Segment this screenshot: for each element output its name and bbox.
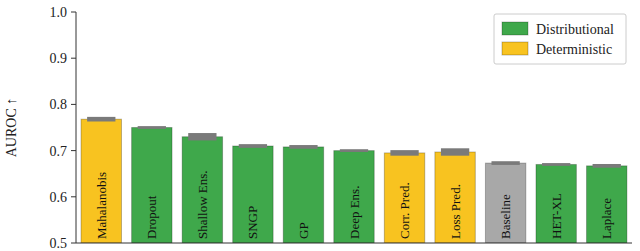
y-tick: [71, 243, 76, 244]
bars: [81, 117, 627, 243]
legend-label: Distributional: [536, 22, 614, 37]
bar: [587, 166, 627, 243]
category-label: Deep Ens.: [347, 186, 362, 239]
category-label: Shallow Ens.: [195, 170, 210, 239]
legend-box: [494, 14, 626, 64]
error-bar: [289, 145, 317, 149]
chart: AUROC ↑ 0.5 0.6 0.7 0.8 0.9 1.0 Mahalanobis Drop…: [0, 0, 640, 251]
category-label: Loss Pred.: [448, 184, 463, 239]
error-bar: [188, 133, 216, 140]
bar: [435, 152, 475, 243]
error-bar: [593, 164, 621, 168]
category-label: GP: [296, 222, 311, 239]
y-tick-label: 0.5: [50, 236, 68, 251]
bar: [384, 153, 424, 243]
bar: [233, 146, 273, 243]
y-tick: [71, 58, 76, 59]
legend-swatch: [502, 42, 528, 55]
x-axis: [76, 243, 632, 244]
error-bar: [542, 163, 570, 166]
bar: [132, 128, 172, 244]
error-bar: [87, 117, 115, 122]
y-tick: [71, 196, 76, 197]
category-label: Baseline: [498, 194, 513, 239]
bar: [81, 119, 121, 243]
category-label: Corr. Pred.: [397, 182, 412, 239]
category-label: SNGP: [245, 206, 260, 239]
error-bar: [390, 150, 418, 156]
y-tick-label: 0.7: [50, 144, 68, 159]
y-tick: [71, 104, 76, 105]
bar: [182, 137, 222, 243]
legend: Distributional Deterministic: [494, 14, 626, 64]
category-label: HET-XL: [549, 193, 564, 239]
bar-labels: Mahalanobis Dropout Shallow Ens. SNGP GP Deep…: [94, 170, 614, 239]
bar: [283, 147, 323, 243]
bar: [334, 151, 374, 243]
legend-label: Deterministic: [536, 42, 612, 57]
legend-swatch: [502, 22, 528, 35]
y-axis: [76, 12, 77, 243]
y-tick-label: 1.0: [50, 5, 68, 20]
error-bar: [138, 126, 166, 129]
category-label: Mahalanobis: [94, 172, 109, 239]
y-tick: [71, 12, 76, 13]
y-tick-label: 0.6: [50, 190, 68, 205]
category-label: Dropout: [144, 195, 159, 239]
y-axis-label: AUROC ↑: [4, 98, 19, 158]
category-label: Laplace: [599, 198, 614, 239]
error-bar: [491, 161, 519, 165]
error-bar: [340, 149, 368, 152]
error-bar: [441, 148, 469, 155]
bar: [485, 163, 525, 243]
bar: [536, 164, 576, 243]
y-tick-label: 0.9: [50, 51, 68, 66]
y-tick-label: 0.8: [50, 97, 68, 112]
y-tick: [71, 150, 76, 151]
error-bar: [239, 144, 267, 148]
